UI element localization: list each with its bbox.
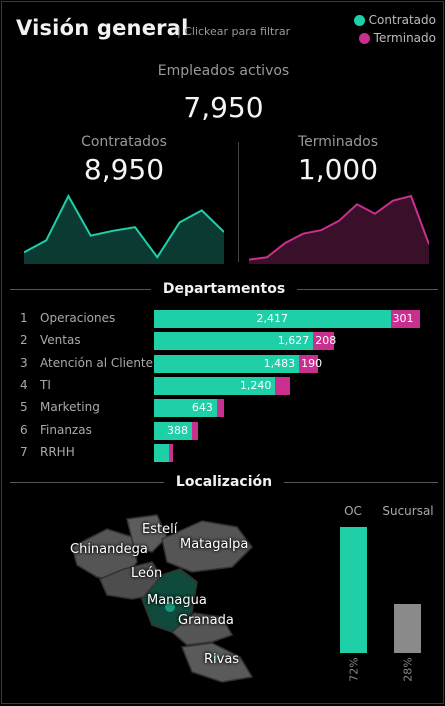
hired-sparkline[interactable] [24,192,224,264]
city-rivas[interactable]: Rivas [204,652,240,667]
hired-bar[interactable]: 1,240 [154,376,276,395]
sparkline-area [249,196,429,264]
split-bar-oc[interactable] [340,527,367,653]
split-pct-oc: 72% [347,657,361,682]
nicaragua-map[interactable] [62,507,282,692]
location-header: Localización [10,472,439,492]
departments-header: Departamentos [10,279,439,299]
split-pct-sucursal: 28% [401,657,415,682]
active-employees-value: 7,950 [183,91,264,124]
terminated-bar[interactable]: 190 [299,354,322,373]
legend: Contratado Terminado [353,11,436,47]
legend-label-terminated: Terminado [373,31,436,45]
filter-hint: | Clickear para filtrar [177,25,291,38]
terminated-bar[interactable] [275,376,291,395]
split-label-sucursal: Sucursal [382,504,434,518]
sparkline-line [249,194,429,261]
department-name: Ventas [40,333,81,348]
department-row[interactable]: 3 Atención al Cliente 1,483 190 [2,354,445,373]
hired-value-label: 643 [191,401,213,415]
hired-bar[interactable]: 388 [154,421,192,440]
hired-bar[interactable]: 1,627 [154,332,314,351]
department-rank: 7 [20,444,28,459]
terminated-value-label: 301 [392,312,414,325]
department-name: Operaciones [40,311,116,325]
map-region-matagalpa [161,520,253,573]
department-name: Finanzas [40,422,92,437]
hired-dot-icon [353,14,365,26]
divider-left [10,288,151,290]
department-rank: 6 [20,422,28,437]
department-name: RRHH [40,444,75,459]
map-region-granada [170,612,234,646]
hired-value-label: 1,627 [277,334,310,348]
divider-right [284,481,439,483]
department-row[interactable]: 1 Operaciones 2,417 301 [2,310,445,328]
department-row[interactable]: 4 TI 1,240 [2,376,445,395]
hired-bar[interactable]: 2,417 [154,310,391,328]
department-rank: 1 [20,311,28,325]
split-bar-sucursal[interactable] [394,604,421,653]
location-title: Localización [175,474,273,490]
city-chinandega[interactable]: Chinandega [70,542,148,557]
divider-right [297,288,439,290]
department-name: Atención al Cliente [40,355,154,370]
map-region-rivas [180,642,254,683]
terminated-bar[interactable] [168,443,173,462]
legend-label-hired: Contratado [368,13,436,27]
terminated-bar[interactable]: 208 [313,332,337,351]
department-rank: 2 [20,333,28,348]
hired-value[interactable]: 8,950 [83,153,165,186]
hired-bar[interactable]: 1,483 [154,354,300,373]
map-region-managua [141,568,198,633]
terminated-value[interactable]: 1,000 [297,153,379,186]
legend-item-hired[interactable]: Contratado [353,11,436,29]
department-row[interactable]: 5 Marketing 643 [2,399,445,418]
hired-label: Contratados [81,134,167,150]
legend-item-terminated[interactable]: Terminado [354,29,436,47]
terminated-sparkline[interactable] [249,192,429,264]
divider-left [10,481,164,483]
city-leon[interactable]: León [131,566,163,581]
map-region-esteli [126,514,168,553]
department-rank: 3 [20,355,28,370]
terminated-value-label: 190 [301,356,323,370]
hired-value-label: 388 [166,423,188,437]
page-title: Visión general [16,16,189,40]
department-rank: 5 [20,400,28,415]
departments-title: Departamentos [162,281,286,297]
sparkline-line [24,193,224,259]
terminated-bar[interactable] [191,421,198,440]
hired-bar[interactable]: 643 [154,399,217,418]
terminated-bar[interactable] [216,399,224,418]
split-label-oc: OC [344,504,362,518]
hired-bar[interactable] [154,443,169,462]
terminated-value-label: 208 [315,334,337,348]
hired-value-label: 1,483 [263,356,296,370]
active-employees-label: Empleados activos [157,63,290,79]
department-row[interactable]: 2 Ventas 1,627 208 [2,332,445,351]
department-name: Marketing [40,400,100,415]
terminated-bar[interactable]: 301 [390,310,420,328]
hired-value-label: 1,240 [239,378,272,392]
kpi-divider [238,142,239,262]
department-row[interactable]: 6 Finanzas 388 [2,421,445,440]
department-rank: 4 [20,377,28,392]
city-matagalpa[interactable]: Matagalpa [180,537,249,552]
department-name: TI [40,377,51,392]
city-esteli[interactable]: Estelí [142,522,178,537]
city-granada[interactable]: Granada [178,613,234,628]
terminated-label: Terminados [297,134,379,150]
hired-value-label: 2,417 [256,312,289,325]
terminated-dot-icon [358,32,370,44]
department-row[interactable]: 7 RRHH [2,443,445,462]
city-managua[interactable]: Managua [147,593,207,608]
